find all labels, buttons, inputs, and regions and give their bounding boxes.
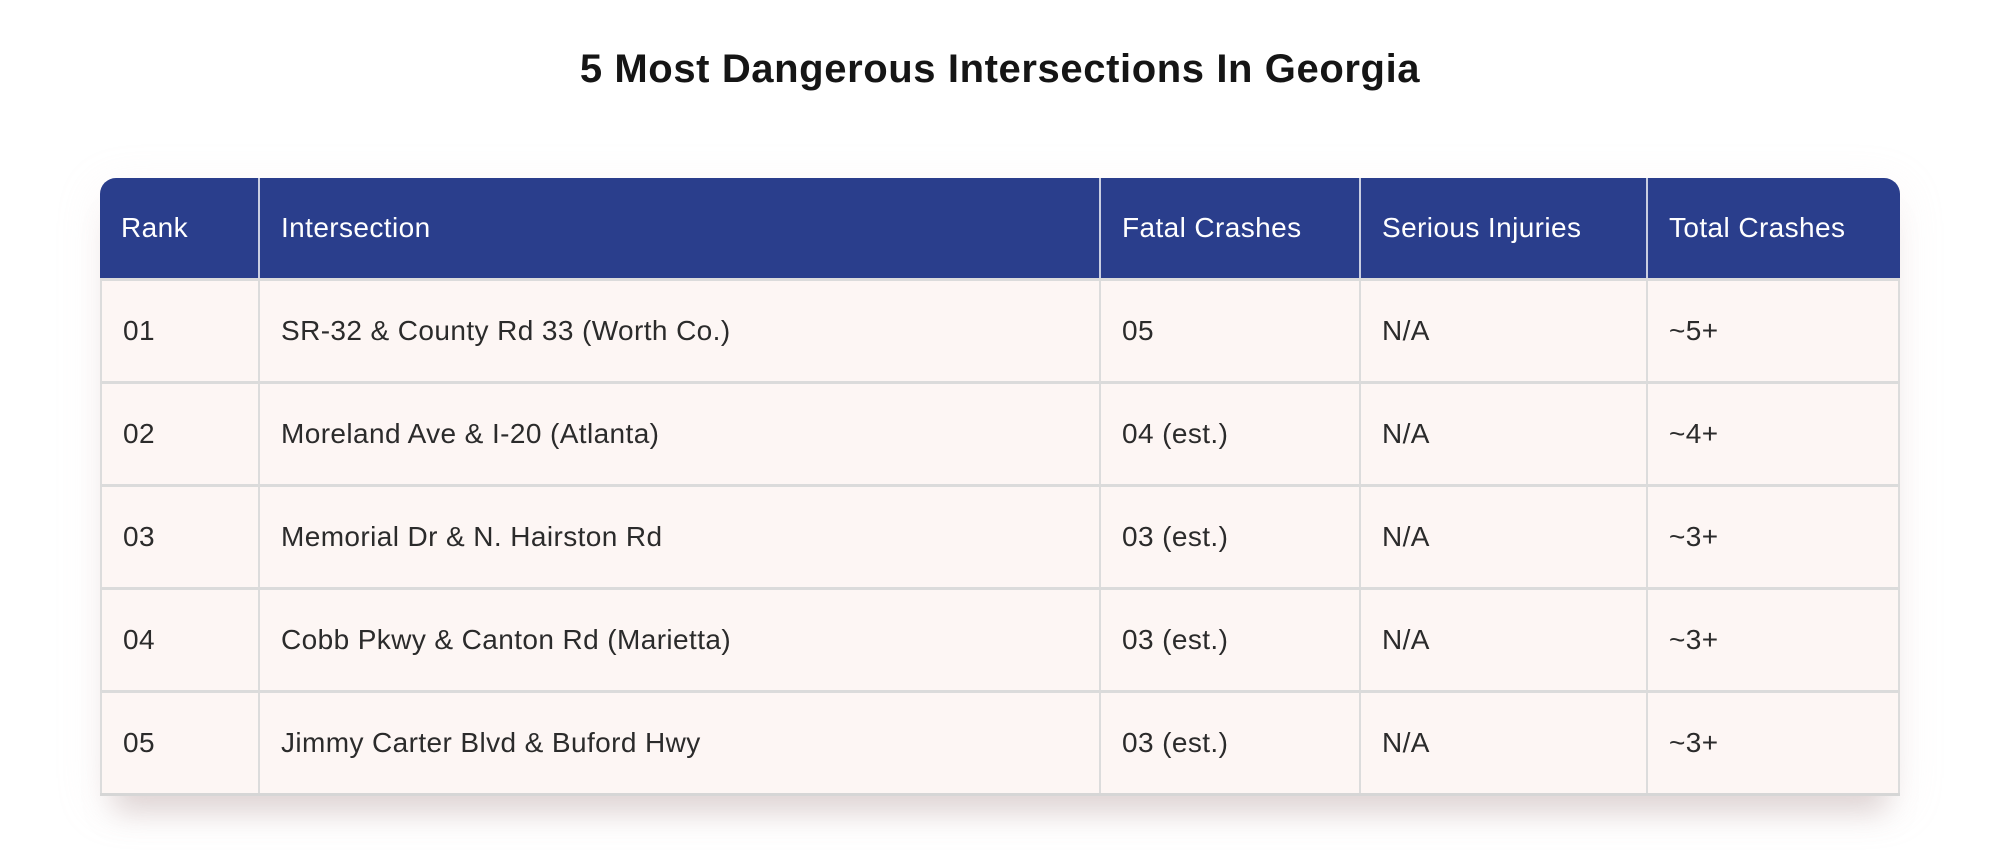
serious-injuries-cell: N/A <box>1361 693 1648 793</box>
column-header-rank: Rank <box>100 178 260 278</box>
total-crashes-cell: ~4+ <box>1648 384 1900 484</box>
page-title: 5 Most Dangerous Intersections In Georgi… <box>579 47 1421 91</box>
fatal-crashes-cell: 03 (est.) <box>1101 693 1361 793</box>
fatal-crashes-cell: 04 (est.) <box>1101 384 1361 484</box>
table-row: 04 Cobb Pkwy & Canton Rd (Marietta) 03 (… <box>100 587 1900 690</box>
total-crashes-cell: ~3+ <box>1648 590 1900 690</box>
total-crashes-cell: ~3+ <box>1648 693 1900 793</box>
table-row: 05 Jimmy Carter Blvd & Buford Hwy 03 (es… <box>100 690 1900 796</box>
column-header-total-crashes: Total Crashes <box>1669 212 1846 243</box>
intersection-cell: Memorial Dr & N. Hairston Rd <box>260 487 1101 587</box>
fatal-crashes-cell: 03 (est.) <box>1101 590 1361 690</box>
serious-injuries-cell: N/A <box>1361 281 1648 381</box>
total-crashes-cell: ~3+ <box>1648 487 1900 587</box>
total-crashes-cell: ~5+ <box>1648 281 1900 381</box>
rank-cell: 05 <box>100 693 260 793</box>
intersection-cell: SR-32 & County Rd 33 (Worth Co.) <box>260 281 1101 381</box>
intersection-cell: Moreland Ave & I-20 (Atlanta) <box>260 384 1101 484</box>
table-row: 01 SR-32 & County Rd 33 (Worth Co.) 05 N… <box>100 278 1900 381</box>
rank-cell: 01 <box>100 281 260 381</box>
serious-injuries-cell: N/A <box>1361 487 1648 587</box>
intersection-cell: Jimmy Carter Blvd & Buford Hwy <box>260 693 1101 793</box>
rank-cell: 03 <box>100 487 260 587</box>
column-header-intersection: Intersection <box>260 178 1101 278</box>
rank-cell: 04 <box>100 590 260 690</box>
fatal-crashes-cell: 03 (est.) <box>1101 487 1361 587</box>
table-row: 02 Moreland Ave & I-20 (Atlanta) 04 (est… <box>100 381 1900 484</box>
table-row: 03 Memorial Dr & N. Hairston Rd 03 (est.… <box>100 484 1900 587</box>
intersection-cell: Cobb Pkwy & Canton Rd (Marietta) <box>260 590 1101 690</box>
dangerous-intersections-table: Rank Intersection Fatal Crashes Serious … <box>100 178 1900 796</box>
column-header-serious-injuries: Serious Injuries <box>1361 178 1648 278</box>
fatal-crashes-cell: 05 <box>1101 281 1361 381</box>
serious-injuries-cell: N/A <box>1361 590 1648 690</box>
table-header-row: Rank Intersection Fatal Crashes Serious … <box>100 178 1900 278</box>
rank-cell: 02 <box>100 384 260 484</box>
column-header-fatal-crashes: Fatal Crashes <box>1101 178 1361 278</box>
serious-injuries-cell: N/A <box>1361 384 1648 484</box>
